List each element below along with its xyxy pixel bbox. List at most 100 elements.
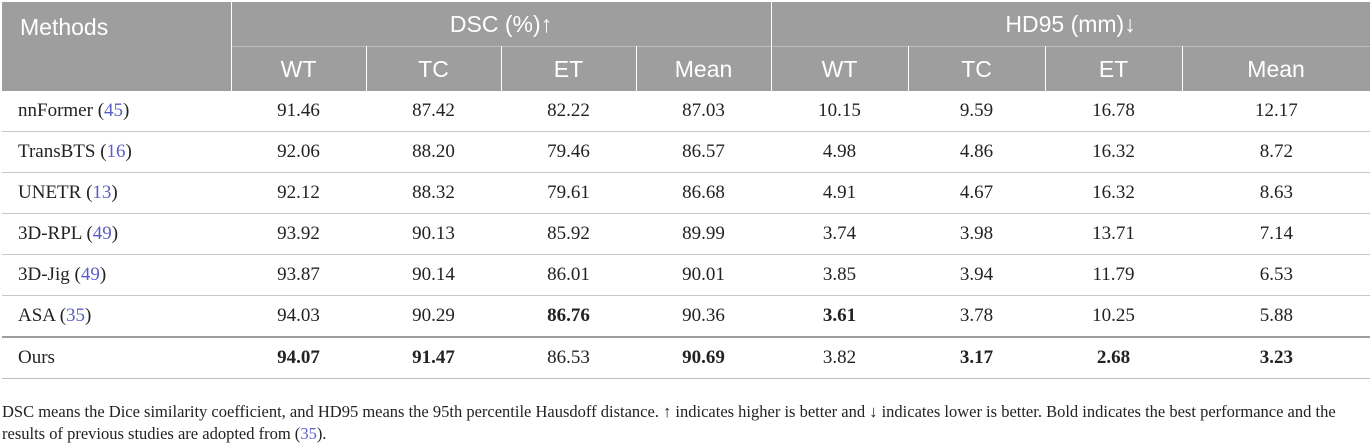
value-cell-best: 3.17 [908, 336, 1046, 379]
value-cell: 91.46 [231, 91, 367, 132]
table-row-ours: Ours 94.07 91.47 86.53 90.69 3.82 3.17 2… [2, 336, 1371, 379]
value-cell: 90.29 [366, 295, 502, 338]
value-cell: 4.86 [908, 131, 1046, 173]
value-cell: 8.72 [1182, 131, 1371, 173]
value-cell: 90.01 [636, 254, 772, 296]
footnote-end: ). [316, 424, 327, 443]
value-cell: 90.14 [366, 254, 502, 296]
value-cell: 12.17 [1182, 91, 1371, 132]
value-cell-best: 3.23 [1182, 336, 1371, 379]
value-cell: 94.03 [231, 295, 367, 338]
method-name: Ours [18, 347, 55, 368]
value-cell: 86.68 [636, 172, 772, 214]
value-cell: 10.25 [1045, 295, 1183, 338]
value-cell: 4.91 [771, 172, 909, 214]
value-cell: 86.01 [501, 254, 637, 296]
value-cell: 8.63 [1182, 172, 1371, 214]
citation-link[interactable]: 16 [106, 141, 126, 162]
value-cell-best: 90.69 [636, 336, 772, 379]
method-cell: 3D-Jig (49) [2, 254, 232, 296]
table-row: TransBTS (16) 92.06 88.20 79.46 86.57 4.… [2, 131, 1371, 173]
value-cell: 90.13 [366, 213, 502, 255]
value-cell: 86.57 [636, 131, 772, 173]
col-header-dsc-mean: Mean [636, 46, 772, 91]
value-cell: 16.78 [1045, 91, 1183, 132]
citation-link[interactable]: 35 [66, 305, 86, 326]
value-cell: 11.79 [1045, 254, 1183, 296]
value-cell: 4.67 [908, 172, 1046, 214]
table-row: 3D-Jig (49) 93.87 90.14 86.01 90.01 3.85… [2, 254, 1371, 296]
value-cell: 89.99 [636, 213, 772, 255]
value-cell: 92.12 [231, 172, 367, 214]
value-cell: 82.22 [501, 91, 637, 132]
value-cell-best: 94.07 [231, 336, 367, 379]
col-header-dsc-wt: WT [231, 46, 367, 91]
dsc-group-header: DSC (%)↑ [231, 2, 772, 47]
value-cell: 3.74 [771, 213, 909, 255]
col-header-hd-mean: Mean [1182, 46, 1371, 91]
value-cell-best: 86.76 [501, 295, 637, 338]
citation-link[interactable]: 49 [92, 223, 112, 244]
citation-link[interactable]: 13 [92, 182, 112, 203]
value-cell-best: 91.47 [366, 336, 502, 379]
value-cell: 85.92 [501, 213, 637, 255]
method-cell: ASA (35) [2, 295, 232, 338]
methods-header: Methods [2, 2, 232, 91]
method-cell: Ours [2, 336, 232, 379]
col-header-hd-wt: WT [771, 46, 909, 91]
footnote-text: DSC means the Dice similarity coefficien… [2, 402, 1336, 443]
method-name: 3D-RPL [18, 223, 82, 244]
value-cell: 79.61 [501, 172, 637, 214]
table-row: 3D-RPL (49) 93.92 90.13 85.92 89.99 3.74… [2, 213, 1371, 255]
value-cell: 13.71 [1045, 213, 1183, 255]
method-cell: 3D-RPL (49) [2, 213, 232, 255]
value-cell: 3.98 [908, 213, 1046, 255]
method-cell: TransBTS (16) [2, 131, 232, 173]
value-cell: 88.20 [366, 131, 502, 173]
value-cell: 5.88 [1182, 295, 1371, 338]
value-cell: 87.03 [636, 91, 772, 132]
col-header-hd-tc: TC [908, 46, 1046, 91]
value-cell: 6.53 [1182, 254, 1371, 296]
value-cell: 10.15 [771, 91, 909, 132]
col-header-dsc-tc: TC [366, 46, 502, 91]
value-cell: 4.98 [771, 131, 909, 173]
table-row: ASA (35) 94.03 90.29 86.76 90.36 3.61 3.… [2, 295, 1371, 338]
method-cell: UNETR (13) [2, 172, 232, 214]
value-cell: 9.59 [908, 91, 1046, 132]
value-cell: 86.53 [501, 336, 637, 379]
method-name: 3D-Jig [18, 264, 70, 285]
col-header-hd-et: ET [1045, 46, 1183, 91]
table-row: nnFormer (45) 91.46 87.42 82.22 87.03 10… [2, 91, 1371, 132]
method-name: TransBTS [18, 141, 96, 162]
method-name: ASA [18, 305, 55, 326]
value-cell: 90.36 [636, 295, 772, 338]
value-cell: 92.06 [231, 131, 367, 173]
value-cell: 3.82 [771, 336, 909, 379]
method-name: nnFormer [18, 100, 93, 121]
value-cell: 88.32 [366, 172, 502, 214]
value-cell: 16.32 [1045, 172, 1183, 214]
table-footnote: DSC means the Dice similarity coefficien… [2, 401, 1370, 445]
citation-link[interactable]: 35 [300, 424, 317, 443]
method-cell: nnFormer (45) [2, 91, 232, 132]
value-cell-best: 2.68 [1045, 336, 1183, 379]
method-name: UNETR [18, 182, 82, 203]
value-cell: 93.87 [231, 254, 367, 296]
value-cell: 16.32 [1045, 131, 1183, 173]
value-cell: 7.14 [1182, 213, 1371, 255]
citation-link[interactable]: 45 [104, 100, 124, 121]
value-cell: 79.46 [501, 131, 637, 173]
citation-link[interactable]: 49 [80, 264, 100, 285]
value-cell: 93.92 [231, 213, 367, 255]
value-cell: 87.42 [366, 91, 502, 132]
value-cell: 3.85 [771, 254, 909, 296]
value-cell: 3.78 [908, 295, 1046, 338]
table-row: UNETR (13) 92.12 88.32 79.61 86.68 4.91 … [2, 172, 1371, 214]
hd95-group-header: HD95 (mm)↓ [771, 2, 1371, 47]
col-header-dsc-et: ET [501, 46, 637, 91]
results-table: Methods DSC (%)↑ HD95 (mm)↓ WT TC ET Mea… [2, 2, 1371, 379]
value-cell-best: 3.61 [771, 295, 909, 338]
value-cell: 3.94 [908, 254, 1046, 296]
